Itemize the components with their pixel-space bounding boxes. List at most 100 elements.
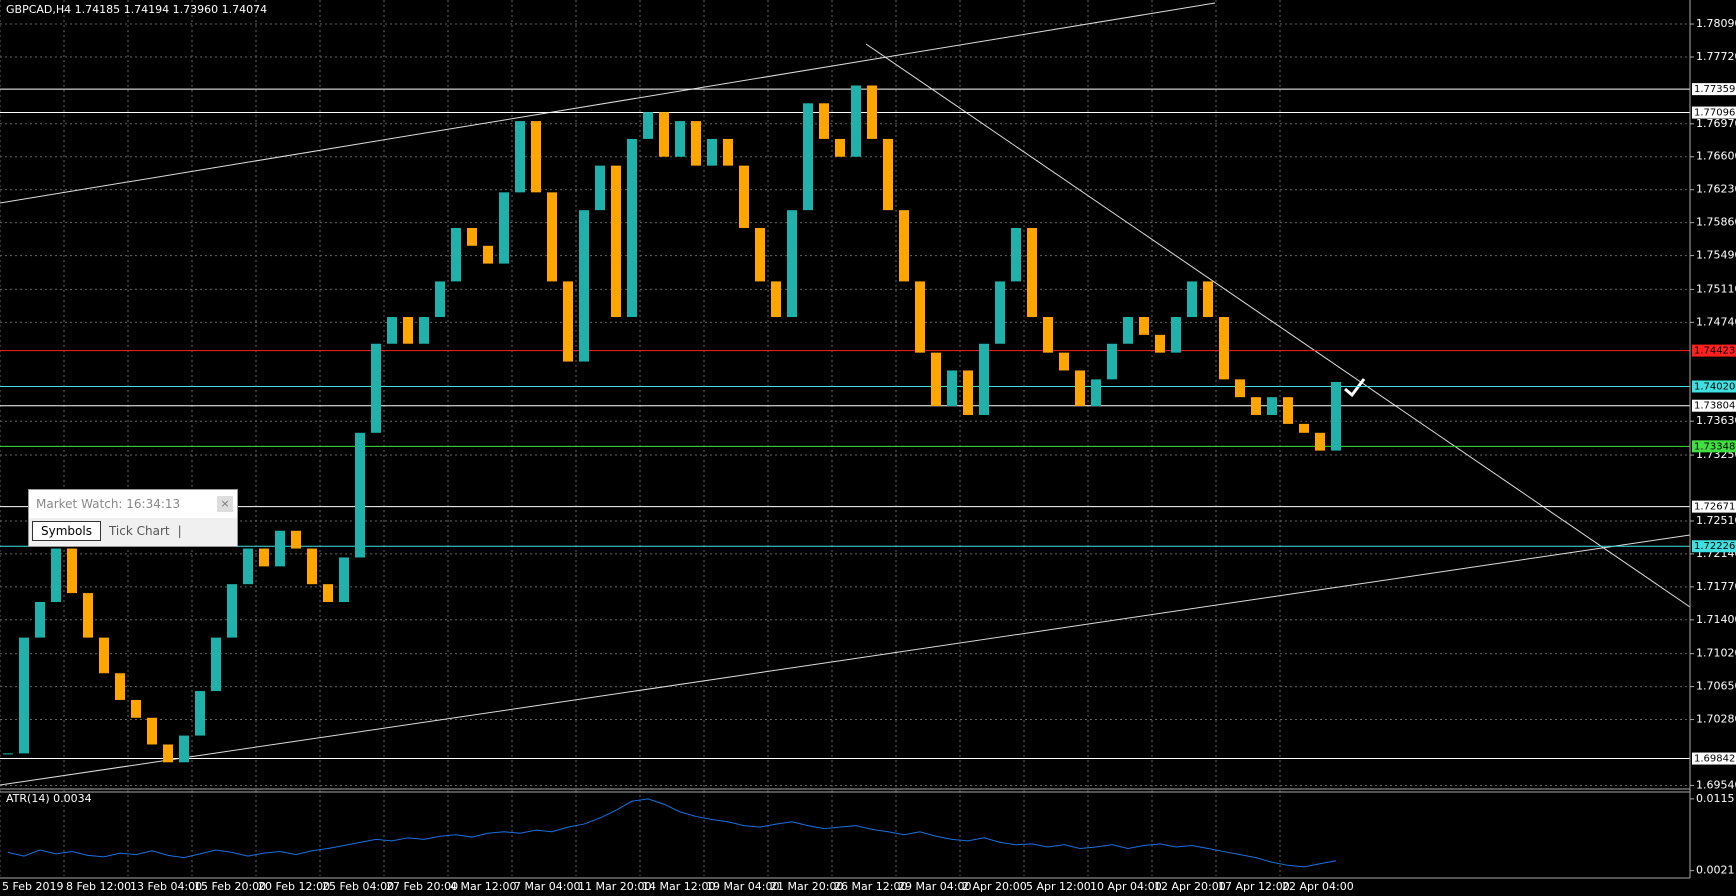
level-label-box xyxy=(1692,83,1736,96)
candle xyxy=(1331,382,1341,451)
y-tick-label: 1.72510 xyxy=(1696,514,1736,527)
candle xyxy=(1219,317,1229,380)
candle xyxy=(483,245,493,264)
y-tick-label: 1.76970 xyxy=(1696,117,1736,130)
trend-line xyxy=(0,534,1691,786)
candle xyxy=(723,138,733,166)
candle xyxy=(227,584,237,638)
tab-divider: | xyxy=(177,524,182,538)
y-tick-label: 1.76600 xyxy=(1696,150,1736,163)
candle xyxy=(83,593,93,638)
trend-line xyxy=(865,43,1691,608)
candle xyxy=(963,370,973,415)
candle xyxy=(867,85,877,139)
candle xyxy=(563,281,573,362)
x-tick-label: 27 Feb 20:00 xyxy=(386,880,458,893)
y-tick-label: 1.78090 xyxy=(1696,17,1736,30)
candle xyxy=(131,699,141,718)
candle xyxy=(1267,397,1277,415)
candle xyxy=(803,103,813,211)
candle xyxy=(115,673,125,700)
candle xyxy=(1251,397,1261,415)
candle xyxy=(259,548,269,567)
candle xyxy=(51,548,61,602)
candle xyxy=(819,103,829,139)
candle xyxy=(915,281,925,353)
market-watch-window[interactable]: Market Watch: 16:34:13 × Symbols Tick Ch… xyxy=(28,489,238,547)
window-title: Market Watch: 16:34:13 xyxy=(36,497,181,511)
candle xyxy=(675,121,685,157)
y-tick-label: 0.0021 xyxy=(1696,864,1735,877)
candle xyxy=(979,343,989,415)
y-tick-label: 1.75110 xyxy=(1696,282,1736,295)
candle xyxy=(659,112,669,157)
level-label: 1.73348 xyxy=(1694,441,1735,452)
x-tick-label: 22 Apr 04:00 xyxy=(1282,880,1354,893)
y-tick-label: 1.77720 xyxy=(1696,50,1736,63)
candle xyxy=(899,210,909,282)
candle xyxy=(467,227,477,246)
candle xyxy=(707,138,717,166)
x-tick-label: 26 Mar 12:00 xyxy=(834,880,907,893)
candle xyxy=(419,317,429,344)
candle xyxy=(755,227,765,282)
x-tick-label: 5 Feb 2019 xyxy=(2,880,63,893)
candle xyxy=(931,352,941,407)
candle xyxy=(771,281,781,318)
level-label-box xyxy=(1692,540,1736,553)
level-label: 1.74423 xyxy=(1694,346,1735,357)
candle xyxy=(1139,317,1149,335)
candle xyxy=(435,281,445,318)
candle xyxy=(275,530,285,567)
candle xyxy=(1187,281,1197,318)
candle xyxy=(691,121,701,166)
candle xyxy=(547,192,557,282)
candle xyxy=(163,744,173,763)
level-label: 1.77359 xyxy=(1694,84,1735,95)
level-label-box xyxy=(1692,106,1736,119)
close-button[interactable]: × xyxy=(217,496,233,512)
candle xyxy=(995,281,1005,344)
candle xyxy=(339,557,349,602)
tab[interactable]: Tick Chart xyxy=(108,524,170,538)
candle xyxy=(323,584,333,602)
tab[interactable]: Symbols xyxy=(32,521,101,541)
candle xyxy=(307,548,317,585)
check-mark xyxy=(1344,378,1366,398)
level-label: 1.72226 xyxy=(1694,541,1735,552)
candle xyxy=(1043,317,1053,353)
candle xyxy=(1235,379,1245,398)
x-tick-label: 2 Apr 20:00 xyxy=(962,880,1027,893)
candle xyxy=(1075,370,1085,407)
candle xyxy=(3,753,13,755)
tab-bar: Symbols Tick Chart | xyxy=(29,518,237,544)
candle xyxy=(387,317,397,344)
candle xyxy=(1171,317,1181,353)
x-tick-label: 13 Feb 04:00 xyxy=(130,880,202,893)
chart-title: GBPCAD,H4 1.74185 1.74194 1.73960 1.7407… xyxy=(6,3,267,16)
x-tick-label: 4 Mar 12:00 xyxy=(450,880,516,893)
trend-line xyxy=(0,2,1216,204)
candle xyxy=(1299,423,1309,433)
plot-layer xyxy=(0,85,1690,868)
candle xyxy=(1027,227,1037,318)
x-tick-label: 14 Mar 12:00 xyxy=(642,880,715,893)
candle xyxy=(211,637,221,692)
x-tick-label: 17 Apr 12:00 xyxy=(1218,880,1290,893)
y-tick-label: 0.0115 xyxy=(1696,792,1735,805)
x-tick-label: 19 Mar 04:00 xyxy=(706,880,779,893)
candle xyxy=(611,165,621,318)
candle xyxy=(403,317,413,344)
candle xyxy=(627,138,637,318)
candle xyxy=(1107,343,1117,380)
candle xyxy=(243,548,253,585)
y-tick-label: 1.71020 xyxy=(1696,647,1736,660)
candle xyxy=(355,432,365,558)
y-tick-label: 1.73630 xyxy=(1696,414,1736,427)
y-tick-label: 1.76230 xyxy=(1696,183,1736,196)
level-label: 1.77096 xyxy=(1694,108,1735,119)
x-tick-label: 7 Mar 04:00 xyxy=(514,880,580,893)
x-tick-label: 29 Mar 04:00 xyxy=(898,880,971,893)
candle xyxy=(371,343,381,433)
